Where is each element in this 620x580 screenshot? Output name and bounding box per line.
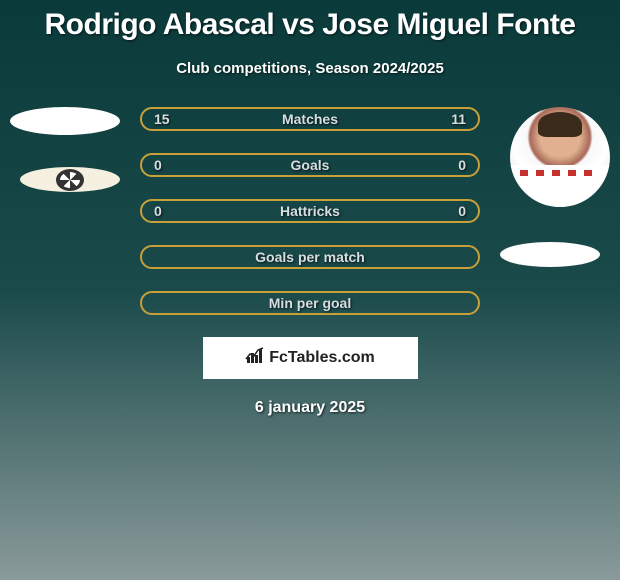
stat-right-value: 11	[451, 111, 466, 127]
stat-right-value: 0	[458, 157, 466, 173]
stat-bar-goals: 0 Goals 0	[140, 153, 480, 177]
badge-emblem	[56, 169, 84, 191]
badge-oval	[20, 167, 120, 192]
oval-shape	[500, 242, 600, 267]
stat-label: Matches	[282, 111, 338, 127]
player1-avatar-placeholder	[10, 107, 120, 135]
stat-bar-hattricks: 0 Hattricks 0	[140, 199, 480, 223]
stat-label: Hattricks	[280, 203, 340, 219]
stat-left-value: 0	[154, 203, 162, 219]
oval-shape	[10, 107, 120, 135]
brand-text: FcTables.com	[269, 349, 375, 367]
player2-club-placeholder	[500, 242, 600, 267]
brand-logo-box: FcTables.com	[203, 337, 418, 379]
jersey-graphic	[510, 165, 610, 207]
comparison-container: 15 Matches 11 0 Goals 0 0 Hattricks 0 Go…	[0, 107, 620, 417]
date-text: 6 january 2025	[0, 399, 620, 417]
stat-label: Min per goal	[269, 295, 351, 311]
stat-left-value: 15	[154, 111, 170, 127]
stat-right-value: 0	[458, 203, 466, 219]
stat-bar-matches: 15 Matches 11	[140, 107, 480, 131]
chart-icon	[245, 347, 265, 370]
player2-avatar	[510, 107, 610, 207]
stat-left-value: 0	[154, 157, 162, 173]
stat-bar-goals-per-match: Goals per match	[140, 245, 480, 269]
stat-bar-min-per-goal: Min per goal	[140, 291, 480, 315]
stat-label: Goals per match	[255, 249, 365, 265]
page-subtitle: Club competitions, Season 2024/2025	[0, 60, 620, 77]
player1-club-badge	[20, 167, 120, 192]
stat-bars: 15 Matches 11 0 Goals 0 0 Hattricks 0 Go…	[140, 107, 480, 315]
stat-label: Goals	[291, 157, 330, 173]
page-title: Rodrigo Abascal vs Jose Miguel Fonte	[0, 0, 620, 42]
player-photo	[510, 107, 610, 207]
